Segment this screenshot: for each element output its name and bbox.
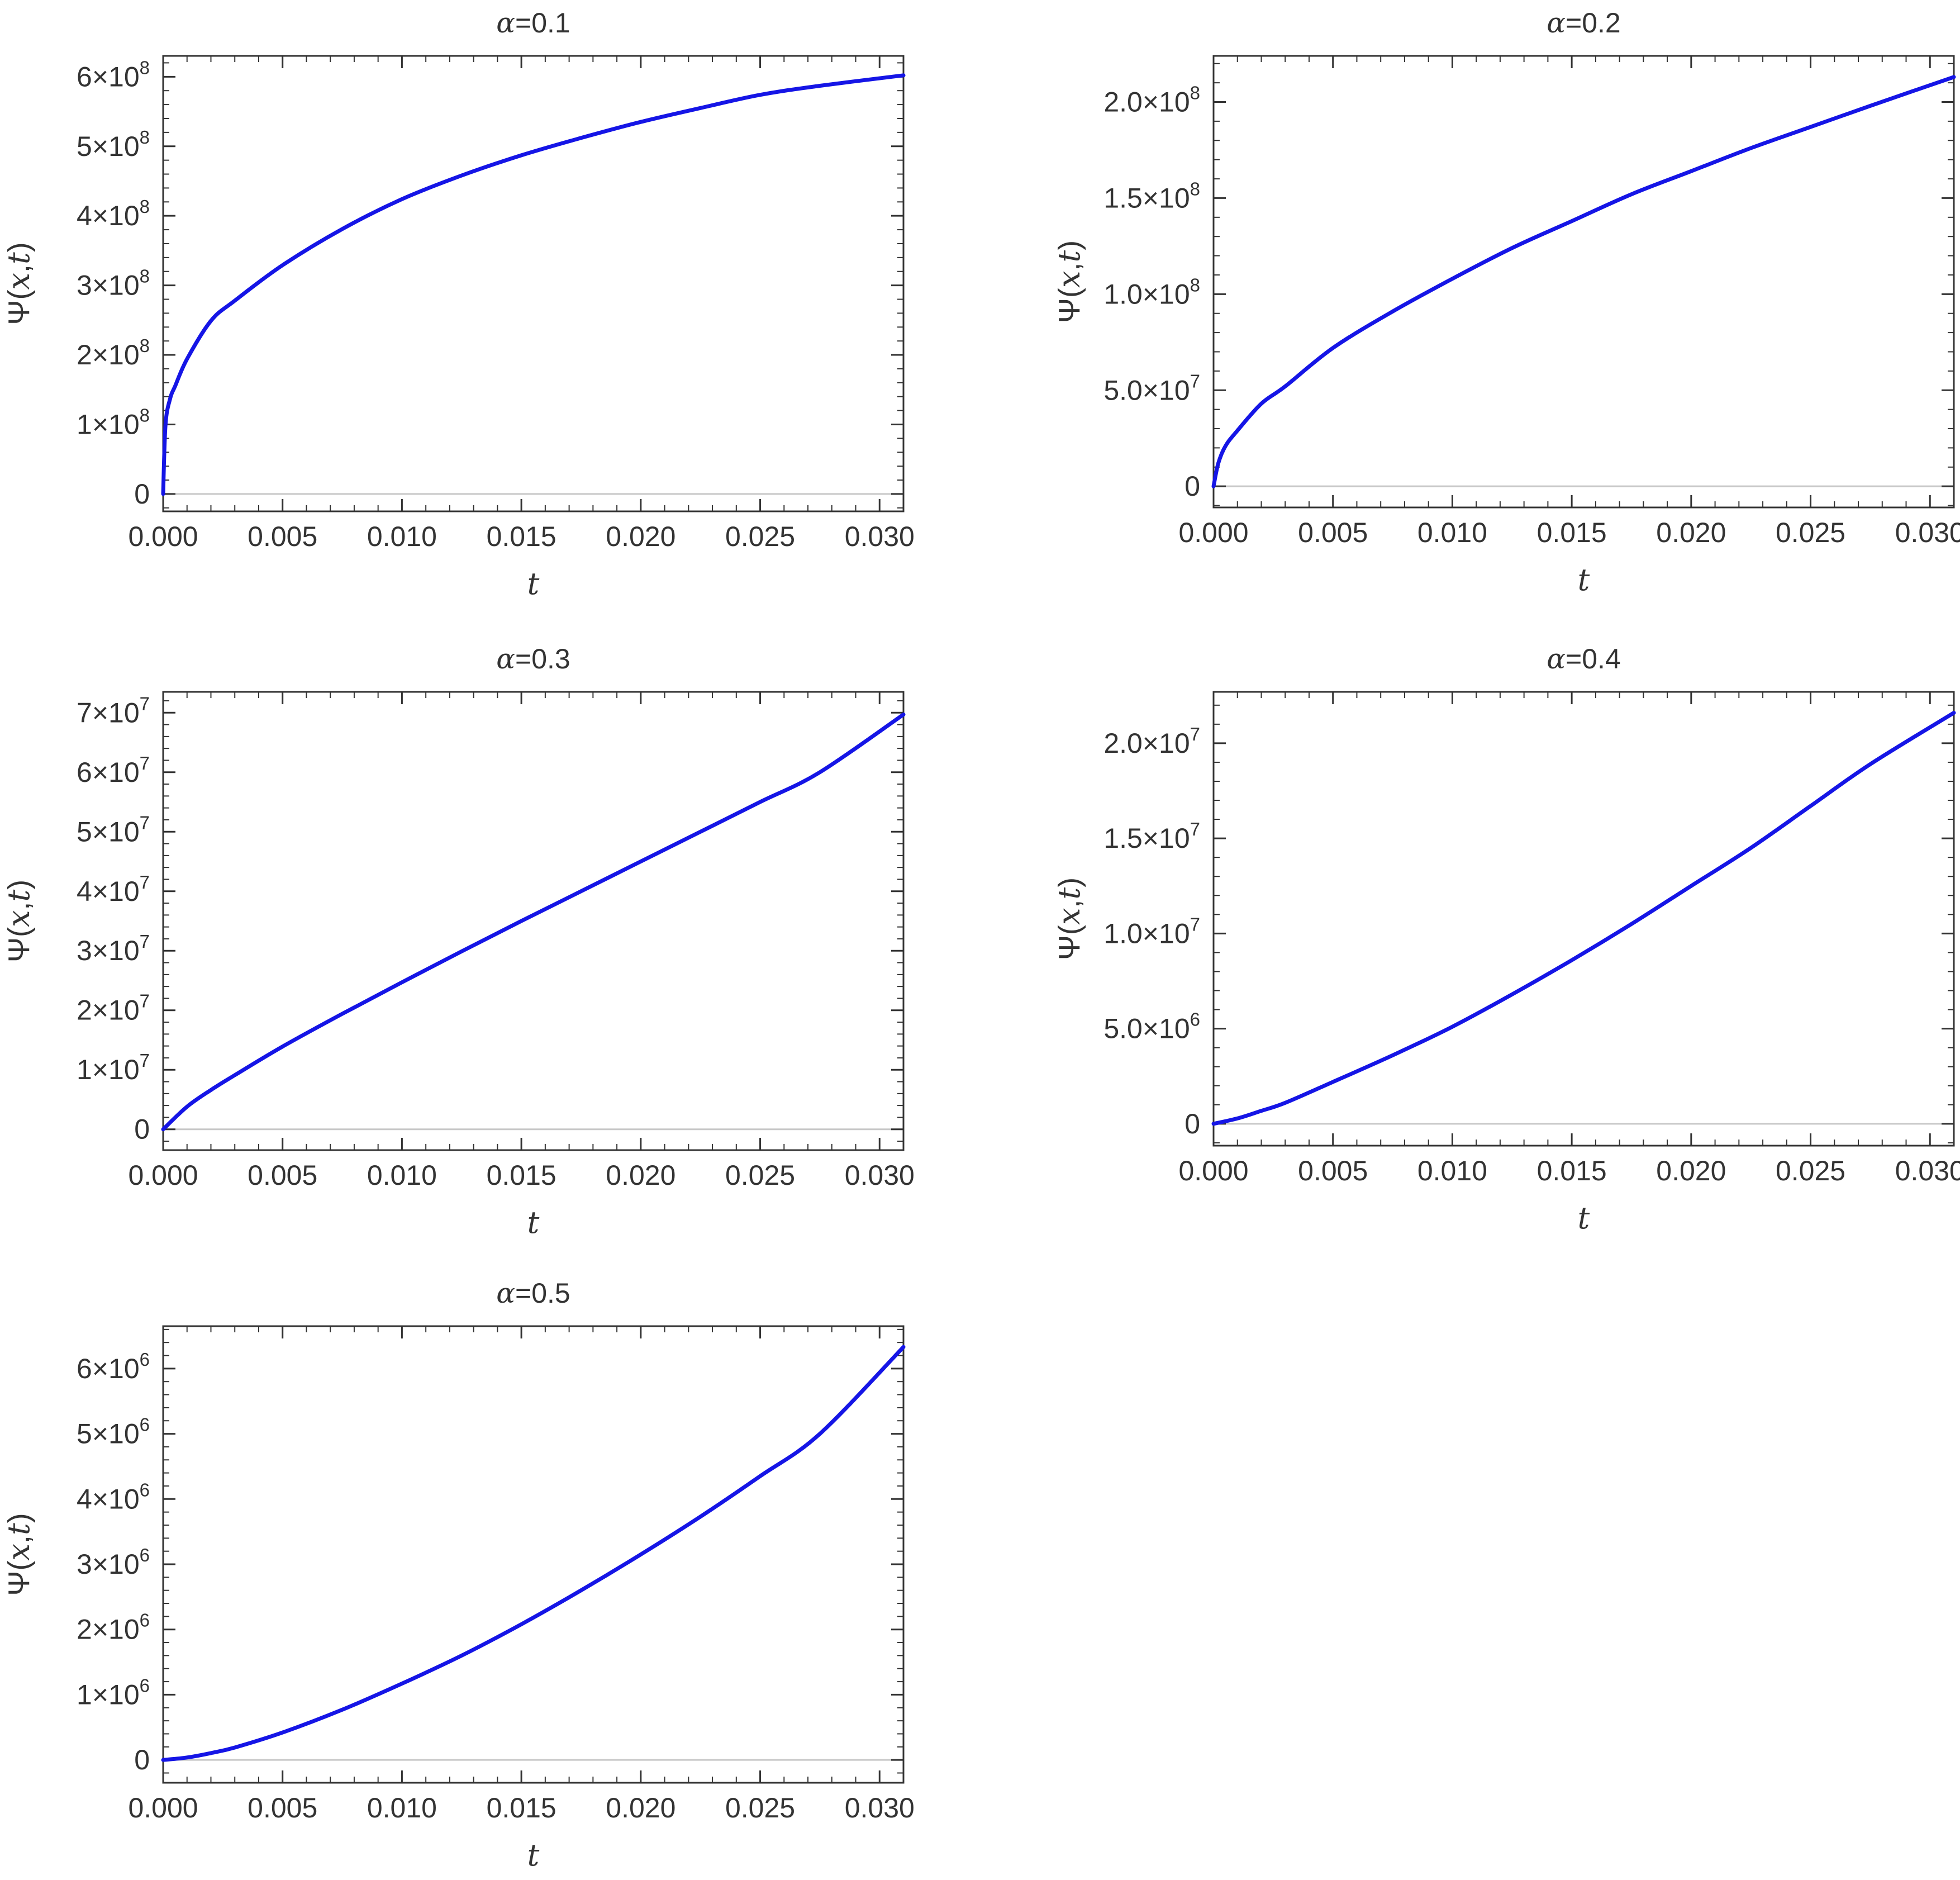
y-tick-label: 0 [1184, 1108, 1200, 1140]
plot-frame [162, 1325, 905, 1784]
x-tick-label: 0.010 [367, 1160, 437, 1191]
y-tick-label: 3×107 [77, 931, 150, 966]
y-tick-label: 2.0×108 [1103, 83, 1200, 118]
y-tick-label: 5×107 [77, 812, 150, 847]
y-tick-label: 2×106 [77, 1610, 150, 1645]
x-tick-label: 0.020 [606, 521, 675, 552]
y-tick-label: 6×108 [77, 57, 150, 92]
x-tick-label: 0.010 [1417, 1155, 1487, 1186]
y-tick-label: 3×106 [77, 1545, 150, 1580]
x-tick-label: 0.015 [487, 1160, 556, 1191]
y-axis-label: Ψ(x,t) [1052, 240, 1087, 323]
y-tick-label: 7×107 [77, 693, 150, 728]
x-axis-label: t [527, 1205, 540, 1240]
y-axis-label: Ψ(x,t) [1, 880, 36, 962]
x-tick-label: 0.030 [1895, 1155, 1960, 1186]
panel-4: 0.000 0.005 0.010 0.015 0.020 0.025 0.030 0 5.0×… [1052, 643, 1960, 1236]
panel-3: 0.000 0.005 0.010 0.015 0.020 0.025 0.030 0 1×10… [1, 643, 915, 1240]
x-tick-label: 0.025 [725, 1792, 795, 1824]
plot-frame [1212, 691, 1955, 1147]
y-tick-label: 5.0×106 [1103, 1009, 1200, 1045]
x-tick-label: 0.005 [1298, 517, 1368, 548]
x-axis-label: t [1578, 562, 1590, 597]
x-tick-label: 0.005 [248, 521, 317, 552]
y-axis-label: Ψ(x,t) [1, 1513, 36, 1596]
panel-title: α=0.4 [1547, 643, 1620, 675]
y-tick-label: 5.0×107 [1103, 371, 1200, 406]
y-tick-label: 1×108 [77, 405, 150, 440]
plot-frame [162, 55, 905, 512]
y-tick-label: 1×106 [77, 1675, 150, 1710]
x-tick-label: 0.010 [367, 1792, 437, 1824]
x-tick-label: 0.020 [606, 1792, 675, 1824]
y-tick-label: 3×108 [77, 266, 150, 301]
x-tick-label: 0.025 [725, 521, 795, 552]
panel-title: α=0.2 [1547, 7, 1620, 39]
y-tick-label: 0 [1184, 471, 1200, 502]
x-tick-label: 0.010 [1417, 517, 1487, 548]
y-tick-label: 0 [134, 1114, 150, 1145]
plot-frame [162, 691, 905, 1151]
y-tick-label: 5×108 [77, 127, 150, 162]
y-axis-label: Ψ(x,t) [1052, 877, 1087, 960]
y-tick-label: 2×108 [77, 335, 150, 371]
panel-title: α=0.1 [496, 7, 570, 39]
x-axis-label: t [527, 1838, 540, 1873]
x-tick-label: 0.020 [1656, 1155, 1726, 1186]
x-tick-label: 0.025 [1776, 517, 1845, 548]
x-tick-label: 0.030 [845, 521, 915, 552]
panel-title: α=0.3 [496, 643, 570, 675]
x-axis-label: t [527, 566, 540, 601]
y-tick-label: 6×106 [77, 1349, 150, 1384]
x-tick-label: 0.025 [1776, 1155, 1845, 1186]
x-tick-label: 0.015 [487, 1792, 556, 1824]
panel-1: 0.000 0.005 0.010 0.015 0.020 0.025 0.030 0 1×10… [1, 7, 915, 601]
y-tick-label: 6×107 [77, 753, 150, 788]
panel-2: 0.000 0.005 0.010 0.015 0.020 0.025 0.030 0 5.0×… [1052, 7, 1960, 597]
y-tick-label: 4×106 [77, 1479, 150, 1515]
y-tick-label: 0 [134, 1744, 150, 1775]
x-tick-label: 0.020 [1656, 517, 1726, 548]
x-tick-label: 0.000 [1178, 1155, 1248, 1186]
x-tick-label: 0.005 [1298, 1155, 1368, 1186]
x-tick-label: 0.015 [1537, 517, 1607, 548]
x-tick-label: 0.005 [248, 1160, 317, 1191]
y-tick-label: 1×107 [77, 1050, 150, 1085]
series-line [161, 73, 906, 496]
x-tick-label: 0.000 [128, 1792, 198, 1824]
panel-title: α=0.5 [496, 1277, 570, 1309]
y-tick-label: 1.5×108 [1103, 178, 1200, 213]
y-tick-label: 0 [134, 478, 150, 510]
y-tick-label: 5×106 [77, 1414, 150, 1450]
x-tick-label: 0.020 [606, 1160, 675, 1191]
x-tick-label: 0.000 [128, 521, 198, 552]
x-tick-label: 0.030 [845, 1160, 915, 1191]
series-line [1211, 75, 1956, 488]
x-tick-label: 0.030 [1895, 517, 1960, 548]
panel-5: 0.000 0.005 0.010 0.015 0.020 0.025 0.030 0 1×10… [1, 1277, 915, 1873]
x-tick-label: 0.015 [487, 521, 556, 552]
x-tick-label: 0.005 [248, 1792, 317, 1824]
x-tick-label: 0.025 [725, 1160, 795, 1191]
x-tick-label: 0.000 [128, 1160, 198, 1191]
x-tick-label: 0.030 [845, 1792, 915, 1824]
plot-frame [1212, 55, 1955, 509]
y-tick-label: 4×108 [77, 196, 150, 231]
x-axis-label: t [1578, 1200, 1590, 1236]
series-line [161, 713, 906, 1132]
y-axis-label: Ψ(x,t) [1, 242, 36, 325]
y-tick-label: 2.0×107 [1103, 724, 1200, 759]
y-tick-label: 1.0×108 [1103, 274, 1200, 310]
y-tick-label: 2×107 [77, 991, 150, 1026]
y-tick-label: 1.5×107 [1103, 819, 1200, 854]
series-line [1211, 711, 1956, 1126]
x-tick-label: 0.010 [367, 521, 437, 552]
x-tick-label: 0.000 [1178, 517, 1248, 548]
y-tick-label: 1.0×107 [1103, 914, 1200, 949]
x-tick-label: 0.015 [1537, 1155, 1607, 1186]
series-line [161, 1345, 906, 1762]
y-tick-label: 4×107 [77, 872, 150, 907]
